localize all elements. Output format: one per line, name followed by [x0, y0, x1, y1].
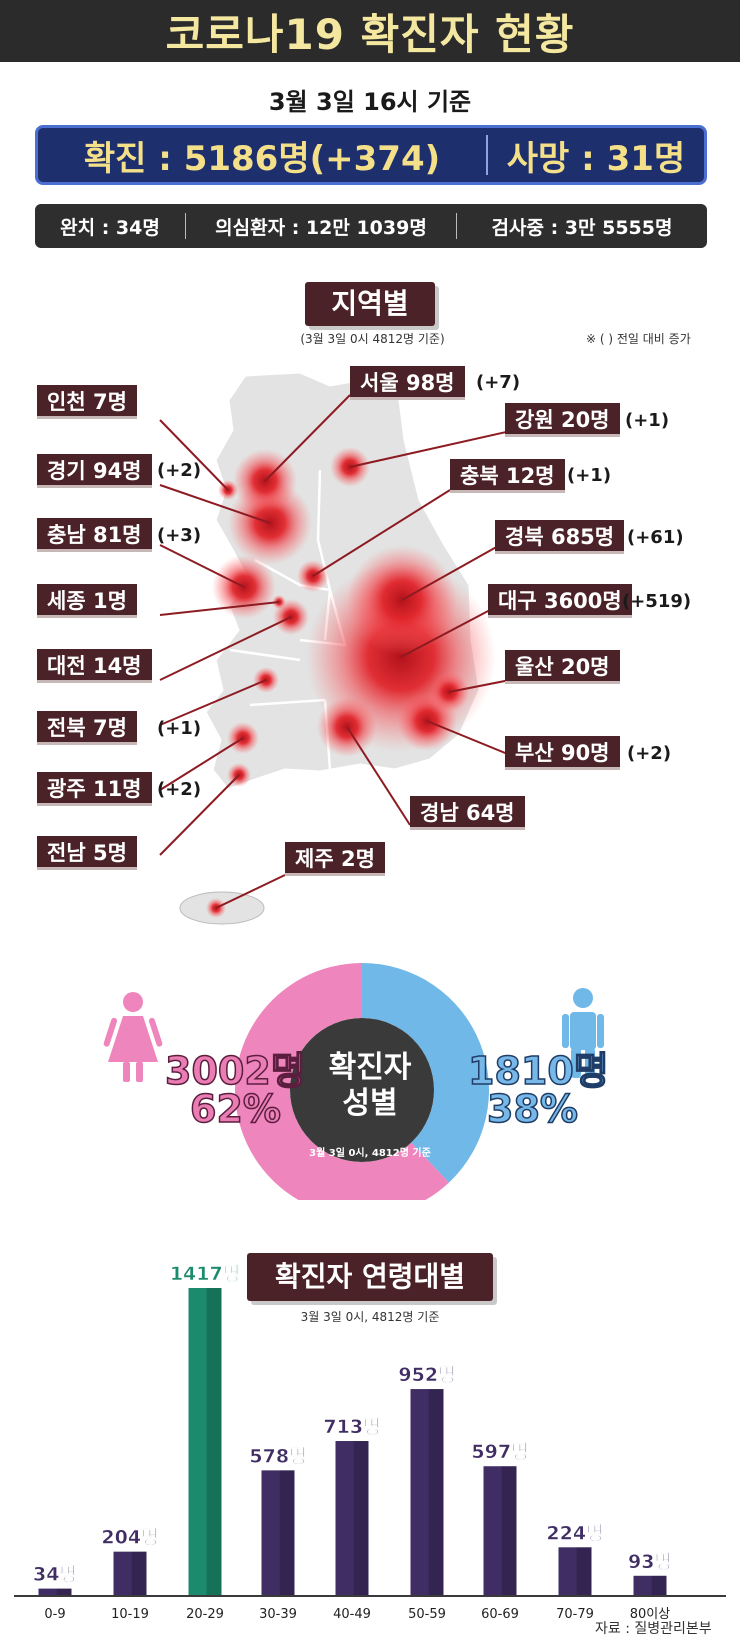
- female-count: 3002명: [164, 1048, 306, 1094]
- region-change-gyeonggi: (+2): [157, 460, 202, 481]
- age-value-label: 204명: [101, 1527, 158, 1549]
- region-change-chungnam: (+3): [157, 525, 202, 546]
- age-category-label: 30-39: [259, 1607, 297, 1622]
- region-label-gyeongnam: 경남 64명: [410, 796, 525, 830]
- age-bar-60-69: [483, 1466, 517, 1596]
- confirmed-count: 확진 : 5186명(+374): [83, 138, 441, 179]
- divider: [185, 213, 186, 239]
- age-value-label: 224명: [546, 1522, 603, 1544]
- region-label-jeonbuk: 전북 7명: [37, 711, 137, 745]
- age-value-label: 34명: [33, 1564, 77, 1586]
- region-change-busan: (+2): [627, 743, 672, 764]
- region-change-seoul: (+7): [476, 372, 521, 393]
- age-value-label: 578명: [249, 1445, 306, 1467]
- date-line: 3월 3일 16시 기준: [268, 88, 472, 116]
- recovered-count: 완치 : 34명: [60, 216, 160, 239]
- region-label-jeonnam: 전남 5명: [37, 836, 137, 870]
- donut-center-title-line2: 성별: [342, 1086, 398, 1121]
- region-change-gwangju: (+2): [157, 779, 202, 800]
- female-segment: [235, 963, 449, 1200]
- age-value-label: 713명: [323, 1416, 380, 1438]
- age-category-label: 40-49: [333, 1607, 371, 1622]
- donut-center: [290, 1018, 434, 1162]
- age-section-tag: 확진자 연령대별: [247, 1253, 493, 1301]
- divider: [486, 135, 488, 175]
- region-change-daegu: (+519): [622, 591, 692, 612]
- male-percent: 38%: [486, 1086, 578, 1132]
- region-label-incheon: 인천 7명: [37, 385, 137, 419]
- testing-count: 검사중 : 3만 5555명: [491, 216, 673, 239]
- female-percent: 62%: [189, 1086, 281, 1132]
- region-section-tag: 지역별: [305, 282, 435, 326]
- male-segment: [362, 963, 489, 1183]
- male-icon: [562, 988, 604, 1078]
- source-note: 자료 : 질병관리본부: [595, 1621, 712, 1637]
- region-label-sejong: 세종 1명: [37, 584, 137, 618]
- age-category-label: 0-9: [44, 1607, 65, 1622]
- age-value-label: 597명: [471, 1441, 528, 1463]
- age-category-label: 70-79: [556, 1607, 594, 1622]
- age-bar-shade: [501, 1466, 517, 1596]
- age-bar-20-29: [188, 1288, 222, 1596]
- age-note: 3월 3일 0시, 4812명 기준: [300, 1310, 440, 1324]
- region-note: (3월 3일 0시 4812명 기준): [300, 332, 445, 346]
- age-bar-50-59: [410, 1389, 444, 1596]
- age-category-label: 50-59: [408, 1607, 446, 1622]
- region-label-chungnam: 충남 81명: [37, 518, 152, 552]
- age-bar-shade: [576, 1547, 592, 1596]
- suspected-count: 의심환자 : 12만 1039명: [215, 216, 427, 239]
- korea-map: [159, 370, 516, 925]
- age-bar-shade: [353, 1441, 369, 1596]
- region-label-busan: 부산 90명: [505, 736, 620, 770]
- age-bar-0-9: [38, 1588, 72, 1596]
- age-bar-80이상: [633, 1575, 667, 1596]
- age-category-label: 20-29: [186, 1607, 224, 1622]
- age-bar-shade: [131, 1551, 147, 1596]
- age-bar-40-49: [335, 1441, 369, 1596]
- region-label-daegu: 대구 3600명: [488, 584, 632, 618]
- age-bar-shade: [651, 1575, 667, 1596]
- summary-sub-bar: 완치 : 34명 의심환자 : 12만 1039명 검사중 : 3만 5555명: [35, 204, 707, 248]
- donut-center-title-line1: 확진자: [328, 1050, 412, 1085]
- region-label-gyeonggi: 경기 94명: [37, 454, 152, 488]
- prev-day-note: ※ ( ) 전일 대비 증가: [586, 332, 691, 346]
- region-change-gyeongbuk: (+61): [627, 527, 684, 548]
- region-label-gwangju: 광주 11명: [37, 772, 152, 806]
- age-value-label: 93명: [628, 1551, 672, 1573]
- age-bar-30-39: [261, 1470, 295, 1596]
- region-label-seoul: 서울 98명: [350, 366, 465, 400]
- region-label-gyeongbuk: 경북 685명: [495, 520, 625, 554]
- age-bar-shade: [206, 1288, 222, 1596]
- male-count: 1810명: [467, 1048, 609, 1094]
- gender-donut-chart: [103, 963, 604, 1200]
- age-bar-shade: [279, 1470, 295, 1596]
- region-label-jeju: 제주 2명: [285, 842, 385, 876]
- age-category-label: 60-69: [481, 1607, 519, 1622]
- age-value-label: 952명: [398, 1364, 455, 1386]
- region-label-ulsan: 울산 20명: [505, 650, 620, 684]
- region-label-daejeon: 대전 14명: [37, 649, 152, 683]
- donut-center-note: 3월 3일 0시, 4812명 기준: [309, 1148, 431, 1159]
- title-bar: 코로나19 확진자 현황: [0, 0, 740, 62]
- region-label-gangwon: 강원 20명: [505, 403, 620, 437]
- region-change-chungbuk: (+1): [567, 465, 612, 486]
- page-title: 코로나19 확진자 현황: [165, 9, 575, 59]
- divider: [456, 213, 457, 239]
- region-change-gangwon: (+1): [625, 410, 670, 431]
- age-bar-70-79: [558, 1547, 592, 1596]
- female-icon: [103, 992, 163, 1082]
- age-bar-10-19: [113, 1551, 147, 1596]
- donut-center-title: 확진자 성별: [310, 1050, 430, 1122]
- age-value-label: 1417명: [170, 1263, 240, 1285]
- age-bar-shade: [428, 1389, 444, 1596]
- death-count: 사망 : 31명: [506, 138, 686, 179]
- age-category-label: 10-19: [111, 1607, 149, 1622]
- region-change-jeonbuk: (+1): [157, 718, 202, 739]
- leader-lines: [159, 394, 516, 909]
- age-bar-shade: [56, 1588, 72, 1596]
- summary-main-bar: 확진 : 5186명(+374) 사망 : 31명: [35, 125, 707, 185]
- region-label-chungbuk: 충북 12명: [450, 459, 565, 493]
